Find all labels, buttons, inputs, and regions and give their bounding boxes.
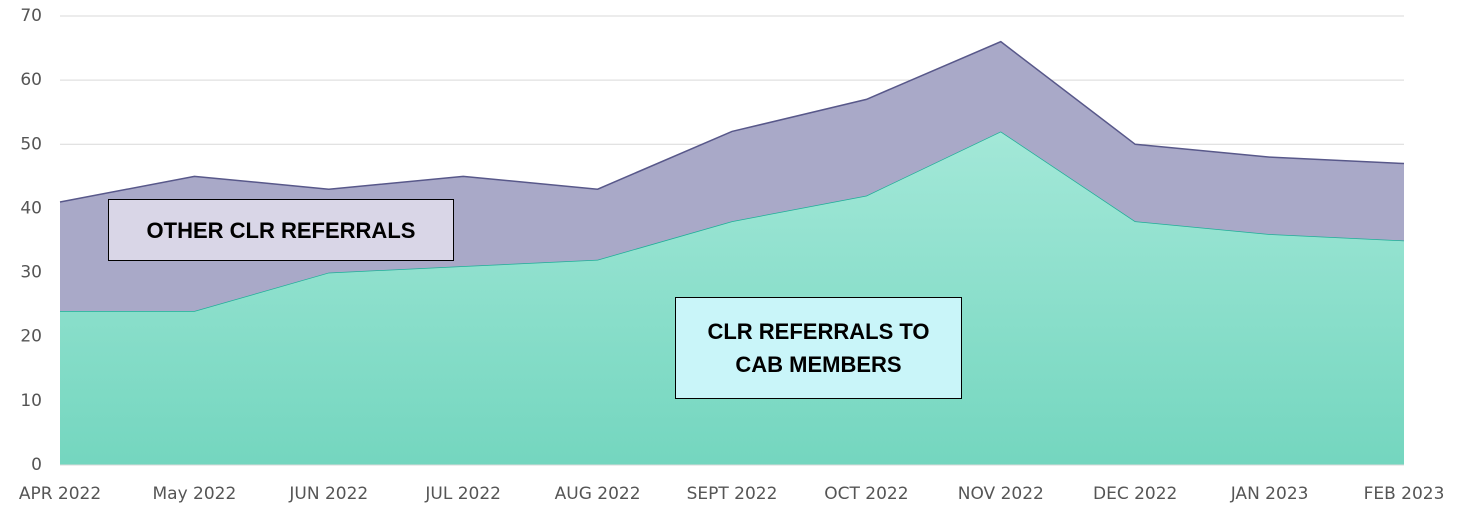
x-tick-label: NOV 2022 <box>958 484 1044 504</box>
y-tick-label: 30 <box>20 263 42 283</box>
series-label: OTHER CLR REFERRALS <box>108 199 454 261</box>
y-tick-label: 60 <box>20 70 42 90</box>
x-tick-label: May 2022 <box>152 484 236 504</box>
series-label: CLR REFERRALS TO CAB MEMBERS <box>675 297 962 399</box>
x-tick-label: JAN 2023 <box>1230 484 1309 504</box>
x-tick-label: JUN 2022 <box>288 484 368 504</box>
x-tick-label: AUG 2022 <box>555 484 641 504</box>
x-tick-label: DEC 2022 <box>1093 484 1177 504</box>
y-tick-label: 0 <box>31 455 42 475</box>
x-tick-label: APR 2022 <box>19 484 101 504</box>
area-line <box>59 40 1405 203</box>
x-tick-label: JUL 2022 <box>424 484 501 504</box>
y-tick-label: 10 <box>20 391 42 411</box>
x-tick-label: SEPT 2022 <box>687 484 778 504</box>
x-tick-label: FEB 2023 <box>1364 484 1445 504</box>
y-tick-label: 50 <box>20 134 42 154</box>
y-tick-label: 40 <box>20 198 42 218</box>
y-tick-label: 20 <box>20 327 42 347</box>
x-tick-label: OCT 2022 <box>824 484 908 504</box>
y-tick-label: 70 <box>20 6 42 26</box>
